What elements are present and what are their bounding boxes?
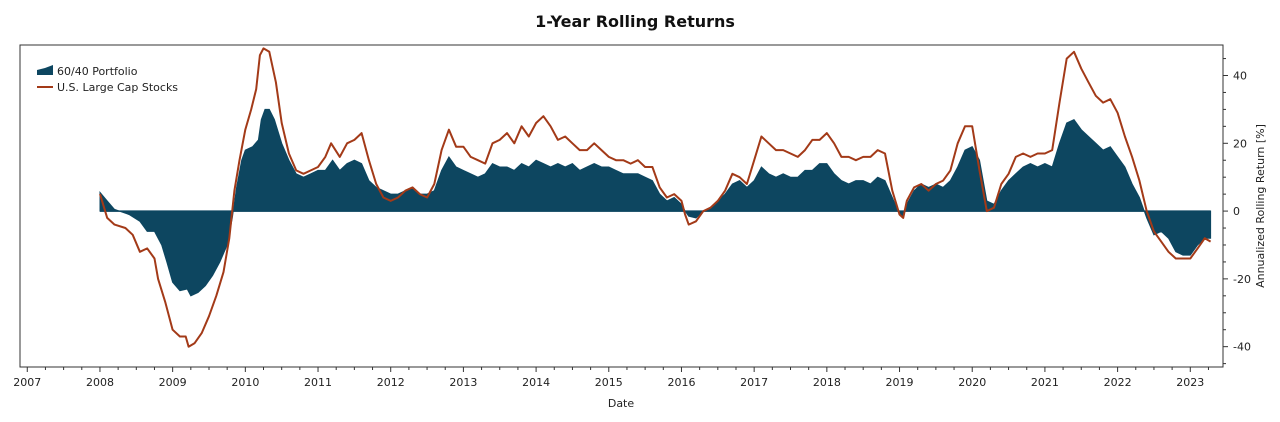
y-tick-label: -20 (1233, 273, 1251, 286)
x-axis: 2007 2008 2009 2010 2011 2012 2013 2014 2015 2016… (13, 367, 1209, 389)
y-axis-label: Annualized Rolling Return [%] (1254, 124, 1267, 288)
y-axis: 40 20 0 -20 -40 (1223, 58, 1251, 365)
stocks-line-layer (99, 47, 1212, 348)
legend-label-stocks: U.S. Large Cap Stocks (57, 81, 178, 94)
x-tick-label: 2012 (377, 376, 405, 389)
y-tick-label: -40 (1233, 341, 1251, 354)
x-tick-label: 2018 (813, 376, 841, 389)
x-tick-label: 2013 (449, 376, 477, 389)
x-tick-label: 2021 (1031, 376, 1059, 389)
x-tick-label: 2020 (958, 376, 986, 389)
x-tick-label: 2019 (886, 376, 914, 389)
legend-label-portfolio: 60/40 Portfolio (57, 65, 138, 78)
legend-swatch-portfolio (37, 65, 53, 75)
legend: 60/40 Portfolio U.S. Large Cap Stocks (37, 65, 178, 94)
series-line-stocks (99, 47, 1212, 348)
portfolio-area-layer (99, 108, 1212, 297)
x-axis-label: Date (608, 397, 635, 410)
x-tick-label: 2011 (304, 376, 332, 389)
x-tick-label: 2009 (159, 376, 187, 389)
series-area-portfolio (99, 108, 1212, 297)
y-tick-label: 0 (1233, 205, 1240, 218)
x-tick-label: 2014 (522, 376, 550, 389)
y-tick-label: 20 (1233, 137, 1247, 150)
x-tick-label: 2010 (231, 376, 259, 389)
x-tick-label: 2008 (86, 376, 114, 389)
x-tick-label: 2017 (740, 376, 768, 389)
x-tick-label: 2007 (13, 376, 41, 389)
chart-title: 1-Year Rolling Returns (535, 12, 735, 31)
y-tick-label: 40 (1233, 70, 1247, 83)
x-tick-label: 2015 (595, 376, 623, 389)
x-tick-label: 2022 (1104, 376, 1132, 389)
x-tick-label: 2023 (1176, 376, 1204, 389)
x-tick-label: 2016 (667, 376, 695, 389)
